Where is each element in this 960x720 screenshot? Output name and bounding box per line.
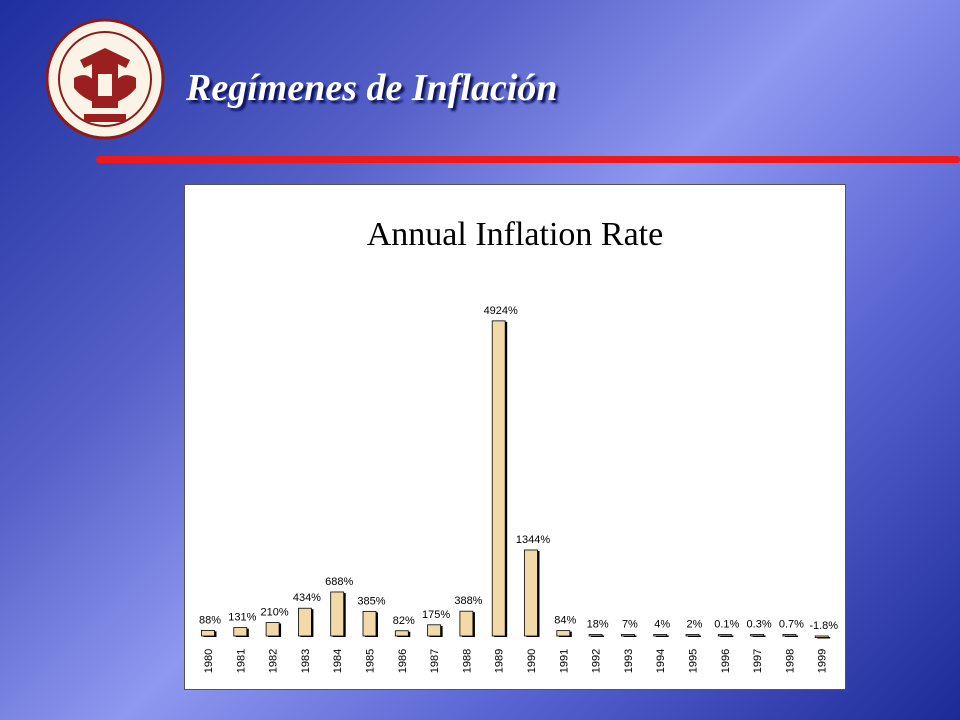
bar-1994 <box>653 634 668 637</box>
data-label-1989: 4924% <box>484 305 518 317</box>
x-tick-label-1998: 1998 <box>784 649 796 673</box>
x-tick-label-1993: 1993 <box>623 649 635 673</box>
data-label-1994: 4% <box>654 619 670 631</box>
data-label-1988: 388% <box>454 595 482 607</box>
x-tick-label-1990: 1990 <box>526 649 538 673</box>
data-label-1980: 88% <box>199 614 221 626</box>
x-tick-label-1982: 1982 <box>268 649 280 673</box>
x-tick-label-1991: 1991 <box>558 649 570 673</box>
x-tick-label-1995: 1995 <box>688 649 700 673</box>
x-tick-label-1994: 1994 <box>655 649 667 673</box>
x-tick-label-1988: 1988 <box>461 649 473 673</box>
x-tick-label-1989: 1989 <box>494 649 506 673</box>
slide-title: Regímenes de Inflación <box>186 67 558 109</box>
data-label-1984: 688% <box>325 576 353 588</box>
data-label-1997: 0.3% <box>747 619 772 631</box>
data-label-1987: 175% <box>422 609 450 621</box>
data-label-1992: 18% <box>587 619 609 631</box>
bar-1997 <box>750 634 764 637</box>
x-tick-label-1985: 1985 <box>365 649 377 673</box>
bar-1989 <box>491 320 506 637</box>
data-label-1996: 0.1% <box>714 619 739 631</box>
chart-panel: Annual Inflation Rate 88% 1980 131% 1981 210… <box>184 184 846 690</box>
inflation-bar-chart: Annual Inflation Rate 88% 1980 131% 1981 210… <box>199 216 838 673</box>
x-tick-label-1981: 1981 <box>235 649 247 673</box>
bar-1996 <box>717 634 732 637</box>
data-label-1982: 210% <box>261 607 289 619</box>
x-tick-label-1987: 1987 <box>429 649 441 673</box>
bar-1991 <box>556 630 571 637</box>
data-label-1985: 385% <box>357 595 385 607</box>
bar-1984 <box>330 591 345 637</box>
bar-1981 <box>233 627 248 637</box>
bar-1985 <box>362 610 377 637</box>
x-tick-label-1980: 1980 <box>203 649 215 673</box>
bar-1988 <box>459 610 474 637</box>
bar-1992 <box>588 634 603 637</box>
x-tick-label-1997: 1997 <box>752 649 764 673</box>
x-tick-label-1999: 1999 <box>817 649 829 673</box>
x-tick-label-1992: 1992 <box>591 649 603 673</box>
data-label-1983: 434% <box>293 592 321 604</box>
data-label-1986: 82% <box>393 615 415 627</box>
bar-1998 <box>782 634 797 637</box>
university-seal-logo <box>45 18 165 140</box>
data-label-1990: 1344% <box>516 534 550 546</box>
data-label-1981: 131% <box>228 612 256 624</box>
bar-1986 <box>394 630 409 637</box>
data-label-1993: 7% <box>622 619 638 631</box>
x-tick-label-1986: 1986 <box>397 649 409 673</box>
data-label-1991: 84% <box>554 615 576 627</box>
x-tick-label-1996: 1996 <box>720 649 732 673</box>
data-label-1998: 0.7% <box>779 619 804 631</box>
x-tick-label-1983: 1983 <box>300 649 312 673</box>
bar-1999 <box>814 635 829 638</box>
bar-1987 <box>427 624 442 637</box>
data-label-1999: -1.8% <box>809 620 838 632</box>
bar-1993 <box>620 634 635 637</box>
data-label-1995: 2% <box>687 619 703 631</box>
bar-1982 <box>265 622 280 637</box>
bar-1980 <box>201 629 215 637</box>
bar-1995 <box>685 634 700 637</box>
bar-1983 <box>298 607 312 637</box>
chart-title: Annual Inflation Rate <box>367 216 663 253</box>
bar-1990 <box>524 549 538 637</box>
x-tick-label-1984: 1984 <box>332 649 344 673</box>
title-underline-rule <box>96 156 960 163</box>
